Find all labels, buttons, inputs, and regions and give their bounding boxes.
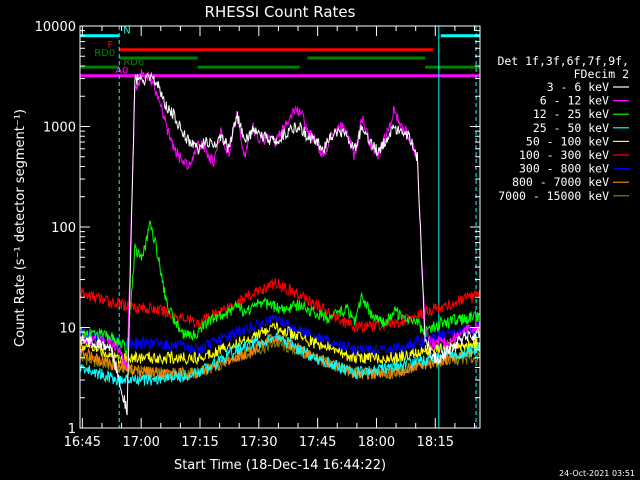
series-line (79, 322, 481, 366)
legend-entry: 300 - 800 keV (519, 162, 609, 176)
legend-header: FDecim 2 (574, 67, 629, 81)
flag-bar-label: RD0 (94, 48, 115, 59)
flag-bar-label: A0 (115, 66, 128, 77)
legend-entry: 3 - 6 keV (547, 80, 609, 94)
x-tick-label: 16:45 (64, 435, 101, 450)
series-line (79, 332, 481, 381)
x-axis: 16:45 17:00 17:15 17:30 17:45 18:00 18:15 (64, 26, 476, 450)
legend-entry: 50 - 100 keV (526, 134, 609, 148)
series-line (79, 71, 481, 416)
series-line (79, 69, 481, 369)
flag-bar-label: N (123, 26, 130, 37)
x-tick-label: 17:15 (181, 435, 218, 450)
y-tick-label: 100 (51, 221, 76, 236)
footer-timestamp: 24-Oct-2021 03:51 (559, 469, 635, 478)
y-tick-label: 10000 (35, 20, 76, 35)
series-lines (79, 69, 481, 416)
y-tick-label: 1000 (43, 121, 76, 136)
x-tick-label: 17:00 (122, 435, 159, 450)
legend-entry: 6 - 12 keV (540, 94, 609, 108)
legend-header: Det 1f,3f,6f,7f,9f, (497, 54, 629, 68)
legend-entry: 12 - 25 keV (533, 107, 609, 121)
x-tick-label: 17:45 (299, 435, 336, 450)
legend-entry: 100 - 300 keV (519, 148, 609, 162)
legend-entry: 7000 - 15000 keV (498, 189, 609, 203)
flag-bar-label: RD6 (123, 57, 144, 68)
y-axis-label: Count Rate (s⁻¹ detector segment⁻¹) (13, 109, 28, 347)
y-tick-label: 10 (59, 322, 76, 337)
series-line (79, 219, 481, 355)
legend-entry: 800 - 7000 keV (512, 175, 609, 189)
x-tick-label: 18:00 (358, 435, 395, 450)
y-tick-label: 1 (68, 422, 76, 437)
x-axis-label: Start Time (18-Dec-14 16:44:22) (174, 458, 386, 473)
series-line (79, 313, 481, 356)
x-tick-label: 17:30 (240, 435, 277, 450)
x-tick-label: 18:15 (417, 435, 454, 450)
chart-title: RHESSI Count Rates (205, 3, 356, 21)
flag-bar-label: F (107, 40, 113, 51)
series-line (79, 331, 481, 386)
y-axis: 1 10 100 1000 10000 (35, 20, 480, 437)
series-line (79, 277, 481, 333)
legend-entry: 25 - 50 keV (533, 121, 609, 135)
